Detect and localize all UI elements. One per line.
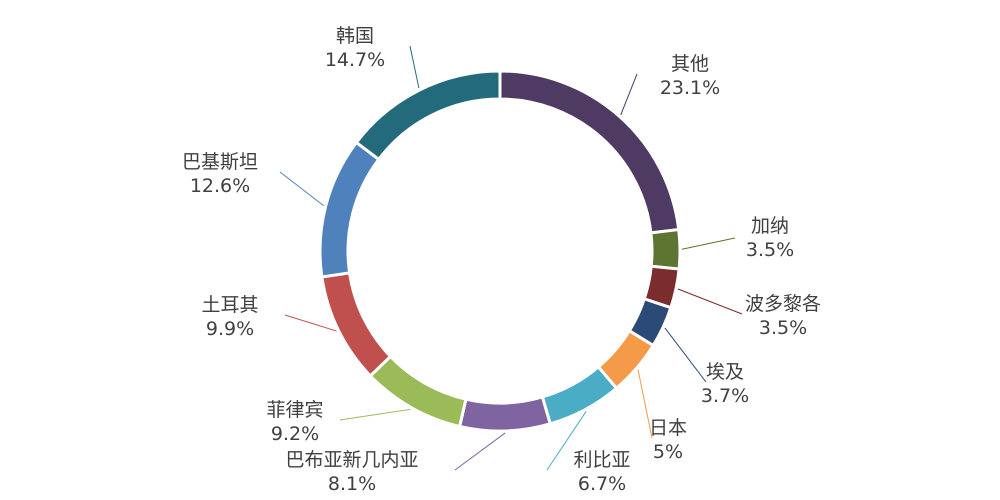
slice-2-leader-line — [681, 237, 736, 250]
slice-8-percent-label: 9.2% — [271, 423, 319, 445]
slice-10-category-label: 巴基斯坦 — [182, 151, 258, 173]
slice-8-arc[interactable] — [368, 354, 468, 429]
slice-8-leader-line — [339, 408, 411, 421]
slice-5-percent-label: 5% — [653, 441, 683, 463]
slice-11-leader-line — [409, 45, 420, 89]
slice-6-category-label: 利比亚 — [573, 449, 630, 471]
slice-3-leader-line — [677, 288, 743, 315]
slice-7-category-label: 巴布亚新几内亚 — [285, 449, 418, 471]
slice-4-leader-line — [664, 327, 707, 383]
slice-2-category-label: 加纳 — [751, 215, 789, 237]
slice-4-percent-label: 3.7% — [701, 385, 749, 407]
slice-9-percent-label: 9.9% — [206, 318, 254, 340]
slice-2-arc[interactable] — [649, 227, 682, 271]
slice-1-leader-line — [620, 73, 638, 116]
slice-5-category-label: 日本 — [649, 417, 687, 439]
slice-7-leader-line — [454, 432, 506, 471]
slice-2-percent-label: 3.5% — [746, 239, 794, 261]
slice-7-percent-label: 8.1% — [328, 473, 376, 495]
slice-9-arc[interactable] — [320, 271, 393, 378]
slice-9-leader-line — [284, 314, 337, 332]
slice-8-category-label: 菲律宾 — [266, 399, 323, 421]
slice-1-arc[interactable] — [498, 69, 681, 235]
slice-10-leader-line — [279, 171, 325, 207]
slice-3-category-label: 波多黎各 — [745, 293, 821, 315]
slice-4-category-label: 埃及 — [706, 361, 744, 383]
slice-11-percent-label: 14.7% — [325, 49, 385, 71]
slice-3-percent-label: 3.5% — [759, 317, 807, 339]
slice-11-category-label: 韩国 — [336, 25, 374, 47]
slice-6-percent-label: 6.7% — [578, 473, 626, 495]
slice-10-arc[interactable] — [318, 140, 381, 279]
slice-1-category-label: 其他 — [671, 53, 709, 75]
slice-7-arc[interactable] — [457, 395, 553, 433]
slice-5-leader-line — [637, 369, 653, 439]
slice-1-percent-label: 23.1% — [660, 77, 720, 99]
slice-11-arc[interactable] — [354, 69, 502, 162]
slice-6-arc[interactable] — [540, 364, 619, 426]
slice-6-leader-line — [546, 411, 587, 471]
slice-9-category-label: 土耳其 — [201, 294, 258, 316]
slice-10-percent-label: 12.6% — [190, 175, 250, 197]
